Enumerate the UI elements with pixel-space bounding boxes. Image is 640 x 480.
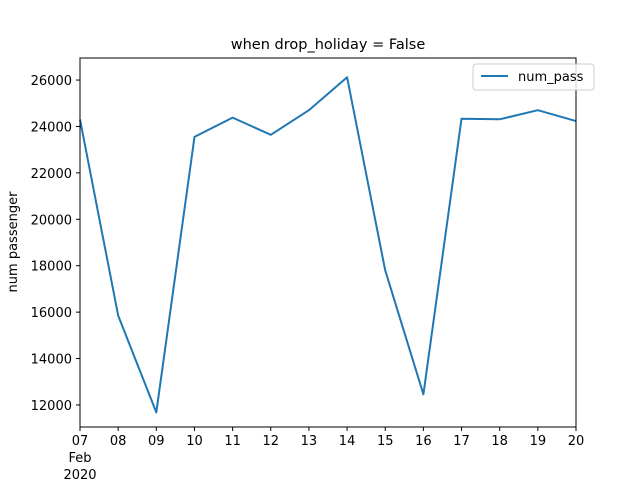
x-tick-label: 07 [72, 434, 89, 449]
y-tick-label: 24000 [31, 120, 72, 135]
legend: num_pass [472, 63, 595, 91]
plot-frame [79, 57, 577, 428]
x-tick-label: 20 [568, 434, 585, 449]
x-tick-label: 12 [262, 434, 279, 449]
x-tick-label: 16 [415, 434, 432, 449]
y-axis-label: num passenger [6, 191, 21, 293]
x-axis-sublabel-year: 2020 [63, 468, 96, 480]
x-tick-label: 09 [148, 434, 165, 449]
series-line-num-pass [79, 76, 577, 414]
y-tick-label: 22000 [31, 167, 72, 182]
x-tick-label: 18 [491, 434, 508, 449]
x-tick-label: 13 [301, 434, 318, 449]
x-tick-label: 14 [339, 434, 356, 449]
x-tick-label: 19 [530, 434, 547, 449]
y-tick-label: 20000 [31, 213, 72, 228]
x-tick-label: 10 [186, 434, 203, 449]
legend-box [472, 63, 595, 91]
y-tick-label: 14000 [31, 353, 72, 368]
y-tick-label: 16000 [31, 306, 72, 321]
x-axis-sublabel-month: Feb [68, 451, 91, 466]
y-tick-label: 18000 [31, 260, 72, 275]
y-tick-label: 26000 [31, 74, 72, 89]
x-tick-label: 11 [224, 434, 241, 449]
x-axis: 07 08 09 10 11 12 13 14 15 16 17 18 19 20 [72, 427, 585, 449]
y-axis: 12000 14000 16000 18000 20000 22000 24000 26000 [31, 74, 80, 414]
y-tick-label: 12000 [31, 399, 72, 414]
x-tick-label: 15 [377, 434, 394, 449]
chart-title: when drop_holiday = False [231, 37, 426, 53]
legend-label-num-pass: num_pass [518, 70, 584, 85]
x-tick-label: 17 [453, 434, 470, 449]
plot-area [80, 58, 576, 427]
x-tick-label: 08 [110, 434, 127, 449]
